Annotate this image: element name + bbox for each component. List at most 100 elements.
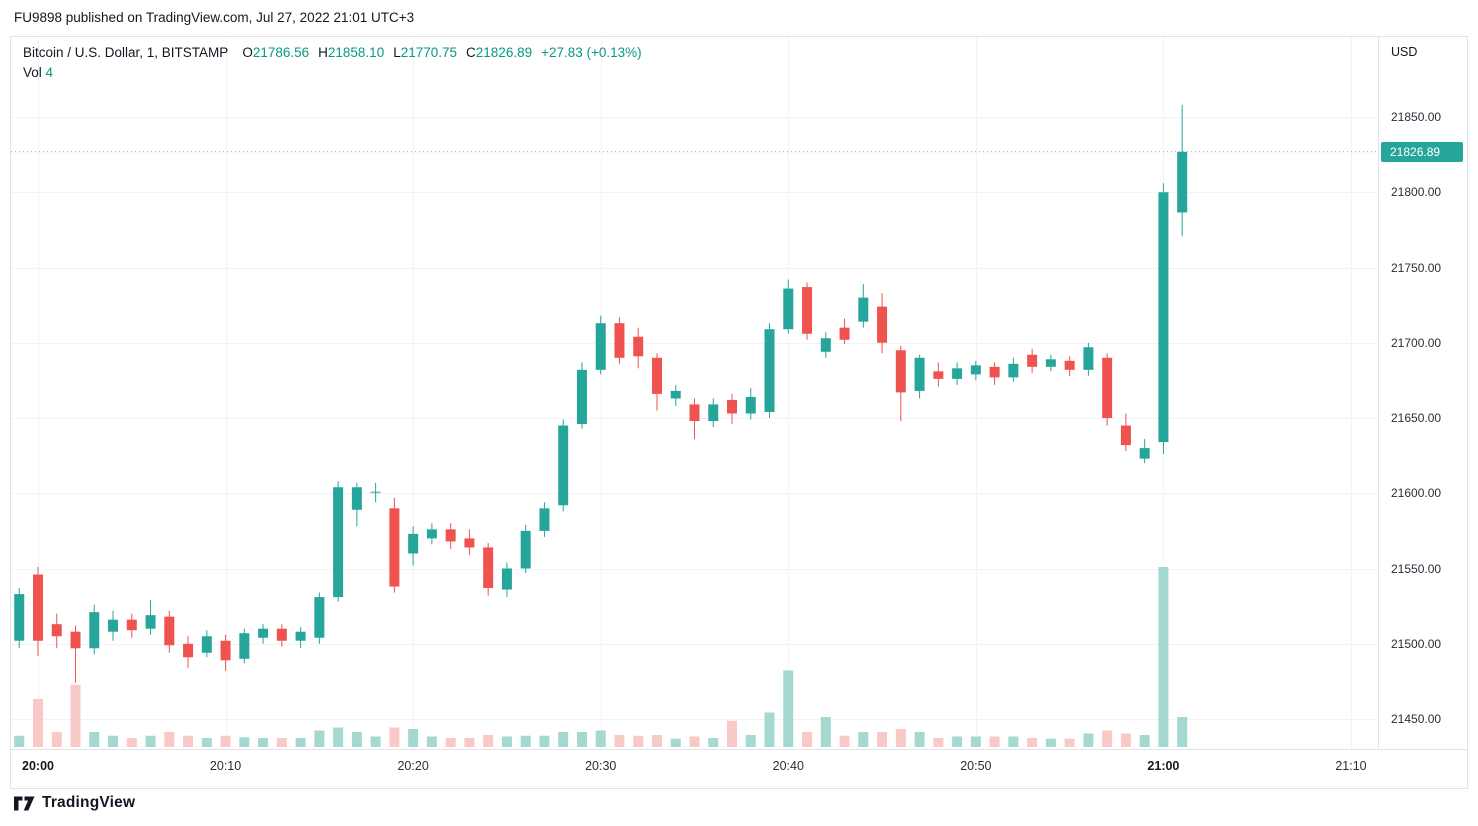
- time-tick-label: 20:30: [585, 759, 617, 773]
- legend: Bitcoin / U.S. Dollar, 1, BITSTAMP O21786…: [23, 45, 642, 80]
- volume-bar: [970, 736, 981, 747]
- symbol-title[interactable]: Bitcoin / U.S. Dollar, 1, BITSTAMP: [23, 45, 229, 60]
- volume-bar: [33, 699, 43, 747]
- candle-body: [858, 297, 869, 322]
- volume-bar: [501, 736, 512, 747]
- time-tick-label: 21:10: [1335, 759, 1367, 773]
- price-tick-label: 21750.00: [1391, 260, 1442, 275]
- price-tick-label: 21700.00: [1391, 335, 1442, 350]
- volume-bar: [708, 738, 719, 747]
- candle-body: [14, 594, 25, 641]
- volume-bar: [70, 684, 81, 747]
- chart-pane[interactable]: Bitcoin / U.S. Dollar, 1, BITSTAMP O21786…: [11, 37, 1378, 749]
- chart-widget: Bitcoin / U.S. Dollar, 1, BITSTAMP O21786…: [10, 36, 1468, 789]
- candle-body: [1083, 347, 1094, 370]
- volume-bar: [520, 735, 531, 747]
- volume-bar: [651, 735, 662, 747]
- volume-bar: [689, 736, 700, 747]
- volume-bar: [370, 736, 381, 747]
- candle-body: [520, 530, 531, 569]
- candle-wick: [75, 625, 77, 683]
- candle-body: [351, 487, 362, 510]
- volume-bar: [1045, 738, 1056, 747]
- volume-bar: [351, 732, 362, 747]
- candle-body: [614, 323, 625, 358]
- volume-bar: [914, 732, 925, 747]
- candle-body: [764, 329, 775, 412]
- volume-bar: [670, 738, 681, 747]
- candle-body: [1008, 363, 1019, 378]
- candle-body: [1064, 360, 1075, 370]
- price-axis[interactable]: USD 21826.89 21850.00 21800.00 21750.00 217…: [1378, 37, 1467, 749]
- candle-body: [108, 619, 119, 632]
- volume-bar: [839, 735, 850, 747]
- volume-bar: [333, 727, 344, 747]
- candle-body: [839, 327, 850, 340]
- candle-body: [51, 624, 62, 637]
- volume-bar: [633, 735, 644, 747]
- candle-body: [933, 371, 944, 379]
- volume-bar: [1158, 567, 1169, 747]
- volume-bar: [295, 738, 306, 747]
- volume-bar: [1027, 738, 1038, 747]
- volume-bar: [483, 735, 494, 747]
- volume-layer: [14, 567, 1188, 747]
- candle-body: [651, 357, 662, 394]
- tradingview-logo-icon: [14, 796, 35, 810]
- candle-body: [914, 357, 925, 391]
- volume-bar: [389, 727, 400, 747]
- price-tick-label: 21600.00: [1391, 486, 1442, 501]
- volume-bar: [802, 732, 813, 747]
- candle-body: [258, 628, 269, 638]
- candle-body: [1120, 425, 1131, 446]
- candle-body: [70, 631, 81, 649]
- candle-body: [501, 568, 512, 590]
- volume-bar: [727, 720, 738, 747]
- volume-bar: [1102, 730, 1113, 747]
- volume-bar: [51, 732, 62, 747]
- volume-bar: [183, 735, 194, 747]
- volume-bar: [445, 738, 456, 747]
- time-tick-label: 21:00: [1147, 759, 1180, 773]
- volume-bar: [877, 732, 888, 747]
- volume-bar: [783, 670, 794, 747]
- time-axis[interactable]: 20:00 20:10 20:20 20:30 20:40 20:50 21:00 21:10: [11, 749, 1467, 788]
- volume-bar: [576, 732, 587, 747]
- candlestick-chart[interactable]: [11, 37, 1378, 749]
- candle-body: [689, 404, 700, 422]
- candle-body: [670, 390, 681, 399]
- volume-bar: [933, 738, 944, 747]
- candle-body: [952, 368, 963, 379]
- volume-value: 4: [45, 65, 54, 80]
- last-price-badge: 21826.89: [1381, 141, 1463, 162]
- candle-body: [745, 396, 756, 414]
- volume-bar: [820, 717, 831, 747]
- candle-body: [426, 529, 437, 539]
- volume-bar: [464, 738, 475, 747]
- volume-bar: [895, 729, 906, 747]
- time-tick-label: 20:50: [960, 759, 992, 773]
- volume-bar: [1064, 738, 1075, 747]
- volume-bar: [239, 737, 250, 747]
- candle-body: [595, 323, 606, 370]
- volume-bar: [276, 738, 287, 747]
- volume-bar: [201, 738, 212, 747]
- candle-body: [201, 636, 212, 653]
- volume-bar: [314, 730, 325, 747]
- candle-body: [126, 619, 137, 631]
- footer-brand[interactable]: TradingView: [14, 794, 135, 812]
- grid-layer: [11, 37, 1378, 749]
- candle-body: [558, 425, 569, 506]
- candle-body: [633, 336, 644, 357]
- volume-bar: [89, 732, 100, 747]
- legend-row-volume: Vol 4: [23, 65, 642, 80]
- ohlc-close: C21826.89: [466, 45, 533, 60]
- header-attribution: FU9898 published on TradingView.com, Jul…: [14, 10, 415, 25]
- candle-body: [314, 597, 325, 638]
- candle-body: [389, 508, 400, 587]
- volume-bar: [108, 735, 119, 747]
- candle-body: [1027, 354, 1038, 367]
- volume-label: Vol: [23, 65, 42, 80]
- volume-bar: [1177, 717, 1188, 747]
- volume-bar: [1008, 736, 1019, 747]
